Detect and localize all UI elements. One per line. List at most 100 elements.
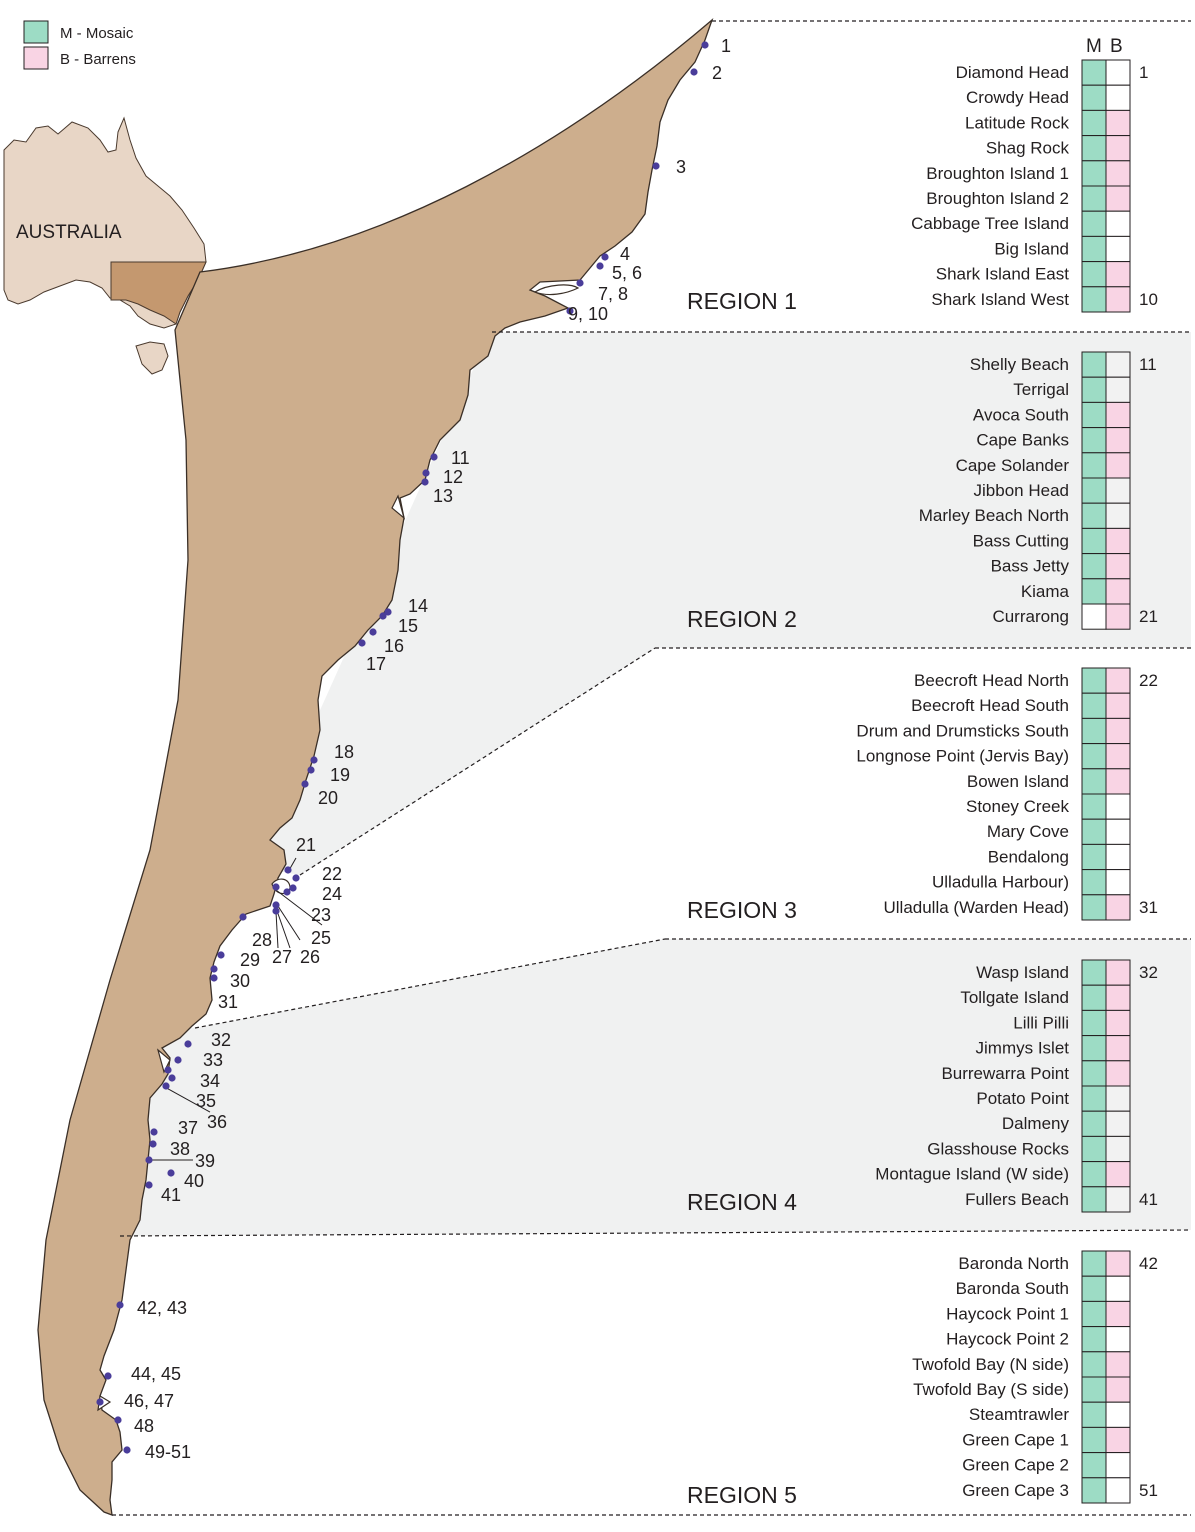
site-name: Baronda South (956, 1279, 1069, 1298)
map-site-number: 18 (334, 742, 354, 762)
barrens-cell (1105, 743, 1131, 770)
mosaic-cell (1081, 1477, 1107, 1504)
site-name: Jimmys Islet (976, 1039, 1070, 1058)
region-last-number: 31 (1139, 898, 1158, 917)
site-dots (96, 41, 709, 1454)
mosaic-cell (1081, 603, 1107, 630)
site-row: Avoca South (973, 401, 1131, 429)
site-name: Crowdy Head (966, 88, 1069, 107)
mosaic-cell (1081, 1250, 1107, 1277)
mosaic-cell (1081, 1275, 1107, 1302)
site-dot (116, 1301, 124, 1309)
mosaic-cell (1081, 959, 1107, 986)
site-dot (701, 41, 709, 49)
mosaic-cell (1081, 667, 1107, 694)
australia-label: AUSTRALIA (16, 222, 122, 243)
map-site-number: 12 (443, 467, 463, 487)
site-name: Wasp Island (976, 963, 1069, 982)
mosaic-cell (1081, 427, 1107, 454)
site-dot (272, 907, 280, 915)
site-name: Marley Beach North (919, 506, 1069, 525)
mosaic-cell (1081, 235, 1107, 263)
barrens-cell (1105, 1135, 1131, 1163)
region-2-label: REGION 2 (687, 606, 797, 632)
australia-inset: AUSTRALIA (3, 116, 207, 375)
map-site-number: 32 (211, 1030, 231, 1050)
site-name: Steamtrawler (969, 1405, 1069, 1424)
mosaic-cell (1081, 717, 1107, 745)
site-row: Broughton Island 1 (926, 160, 1131, 187)
barrens-cell (1105, 1035, 1131, 1062)
site-name: Diamond Head (956, 63, 1069, 82)
site-name: Shark Island East (936, 265, 1070, 284)
map-site-number: 40 (184, 1171, 204, 1191)
site-name: Kiama (1021, 582, 1070, 601)
map-site-number: 21 (296, 835, 316, 855)
site-row: Jimmys Islet (976, 1035, 1131, 1062)
botany-inlet (391, 494, 406, 520)
map-site-number: 46, 47 (124, 1391, 174, 1411)
barrens-cell (1105, 984, 1131, 1011)
site-row: Fullers Beach 41 (965, 1186, 1158, 1213)
site-row: Tollgate Island (960, 984, 1131, 1011)
region-last-number: 21 (1139, 607, 1158, 626)
region-dividers (112, 20, 1192, 1516)
site-dot (369, 628, 377, 636)
mosaic-cell (1081, 1060, 1107, 1087)
mosaic-cell (1081, 793, 1107, 820)
mosaic-cell (1081, 401, 1107, 429)
site-dot (652, 162, 660, 170)
map-site-number: 20 (318, 788, 338, 808)
mosaic-cell (1081, 59, 1107, 86)
site-row: Beecroft Head North 22 (914, 667, 1158, 694)
site-row: Baronda South (956, 1275, 1131, 1302)
site-dot (422, 469, 430, 477)
barrens-cell (1105, 261, 1131, 288)
site-dot (301, 780, 309, 788)
map-site-number: 41 (161, 1185, 181, 1205)
region-5-table: REGION 5 Baronda North 42 Baronda South Hayc… (687, 1250, 1158, 1508)
map-site-number: 7, 8 (598, 284, 628, 304)
site-name: Twofold Bay (S side) (913, 1380, 1069, 1399)
barrens-cell (1105, 692, 1131, 719)
site-row: Stoney Creek (966, 793, 1131, 820)
barrens-cell (1105, 1275, 1131, 1302)
mosaic-cell (1081, 1376, 1107, 1403)
region-4-label: REGION 4 (687, 1189, 797, 1215)
site-row: Potato Point (976, 1085, 1131, 1112)
site-dot (174, 1056, 182, 1064)
map-site-number: 17 (366, 654, 386, 674)
site-dot (596, 262, 604, 270)
barrens-cell (1105, 1326, 1131, 1353)
barrens-cell (1105, 1250, 1131, 1277)
map-site-number: 48 (134, 1416, 154, 1436)
mosaic-cell (1081, 1401, 1107, 1428)
site-name: Cape Banks (976, 431, 1069, 450)
map-site-number: 15 (398, 616, 418, 636)
site-name: Burrewarra Point (941, 1064, 1069, 1083)
site-dot (150, 1128, 158, 1136)
site-name: Twofold Bay (N side) (912, 1355, 1069, 1374)
site-name: Avoca South (973, 405, 1069, 424)
barrens-cell (1105, 1300, 1131, 1328)
map-site-number: 14 (408, 596, 428, 616)
map-site-number: 27 (272, 947, 292, 967)
site-dot (123, 1446, 131, 1454)
site-name: Drum and Drumsticks South (856, 721, 1069, 740)
mosaic-cell (1081, 1085, 1107, 1112)
site-name: Green Cape 1 (962, 1430, 1069, 1449)
mosaic-cell (1081, 1326, 1107, 1353)
site-dot (384, 608, 392, 616)
site-dot (96, 1398, 104, 1406)
barrens-cell (1105, 717, 1131, 745)
site-dot (576, 279, 584, 287)
barrens-cell (1105, 477, 1131, 504)
map-site-number: 42, 43 (137, 1298, 187, 1318)
barrens-cell (1105, 376, 1131, 403)
site-dot (430, 453, 438, 461)
mosaic-cell (1081, 286, 1107, 313)
site-name: Ulladulla (Warden Head) (883, 898, 1069, 917)
